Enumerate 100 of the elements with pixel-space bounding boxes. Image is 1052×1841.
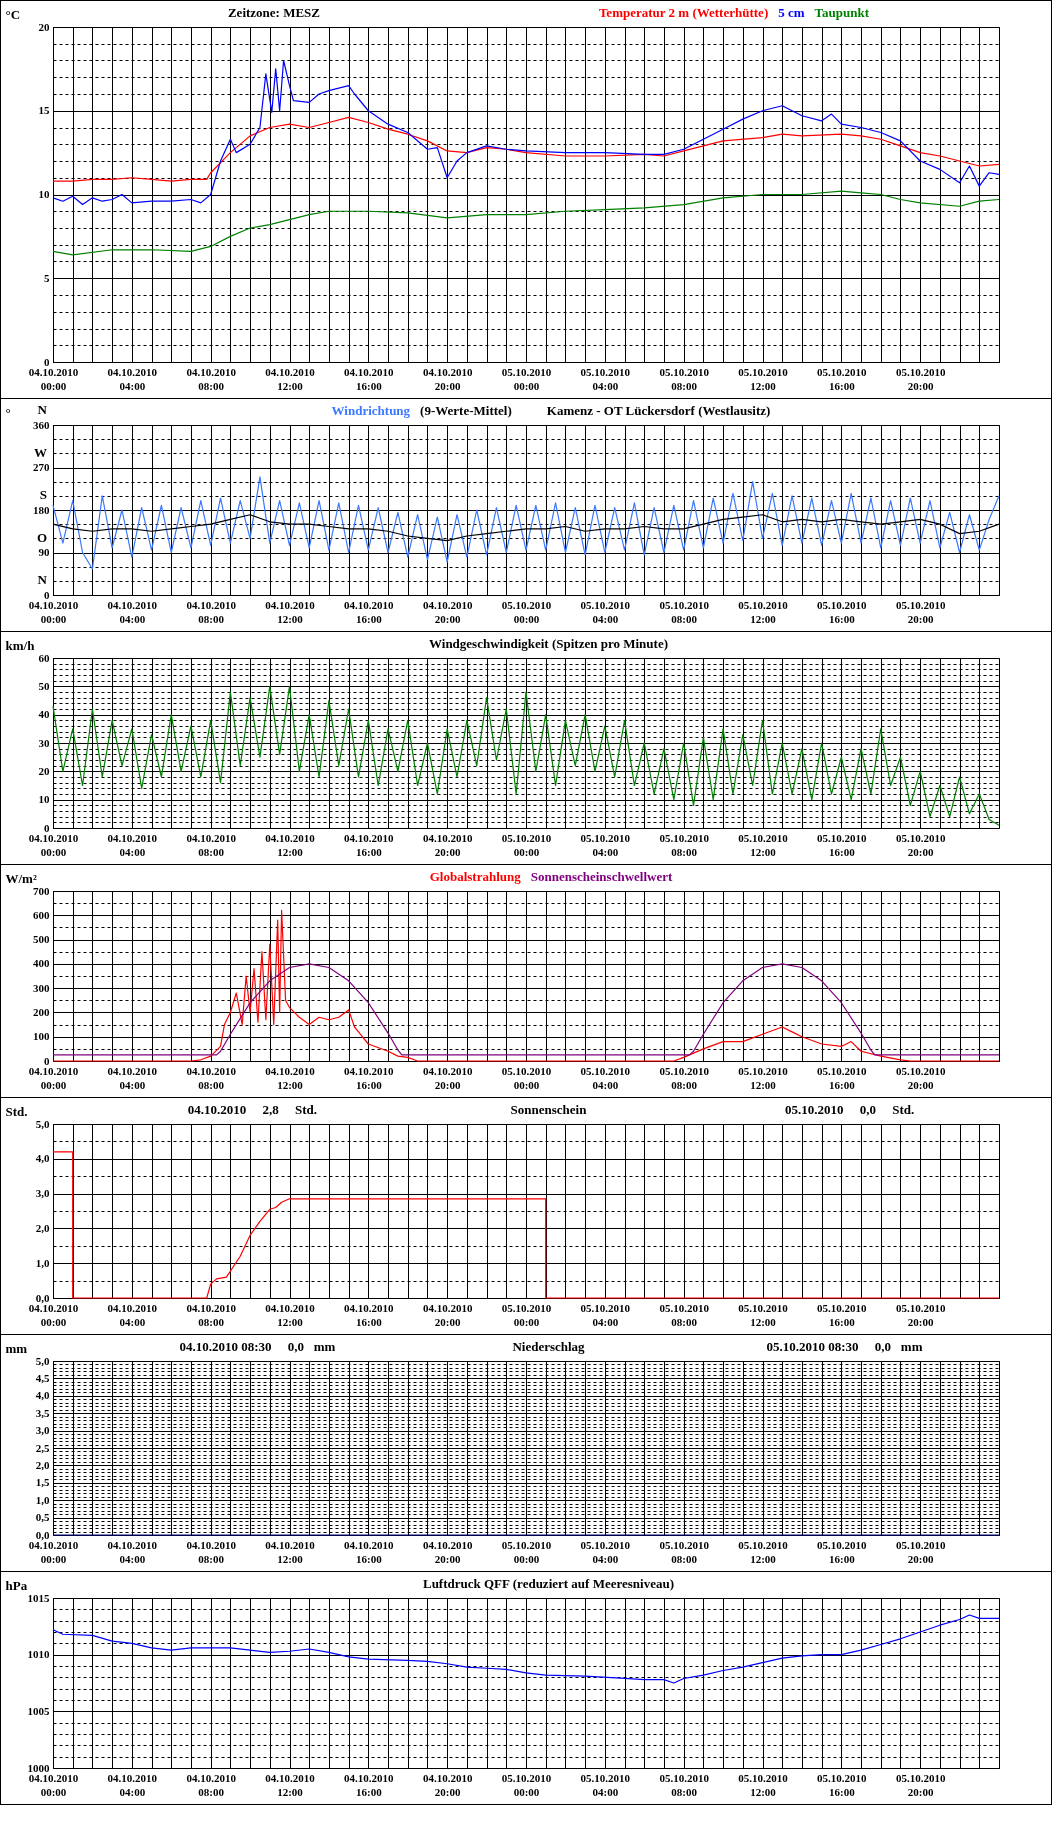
- x-tick-label: 04.10.2010 12:00: [265, 1538, 316, 1565]
- x-tick-label: 04.10.2010 12:00: [265, 365, 316, 392]
- x-tick-label: 04.10.2010 08:00: [186, 1771, 237, 1798]
- y-tick-label: 700: [33, 884, 50, 897]
- y-tick-label: 20: [38, 764, 50, 777]
- x-tick-label: 05.10.2010 12:00: [738, 1064, 789, 1091]
- x-tick-label: 05.10.2010 12:00: [738, 831, 789, 858]
- x-tick-label: 05.10.2010 16:00: [817, 365, 868, 392]
- y-tick-label: 3,0: [35, 1424, 50, 1437]
- x-tick-label: 04.10.2010 00:00: [28, 831, 79, 858]
- y-tick-label: 4,5: [35, 1371, 50, 1384]
- y-tick-label: 1015: [27, 1591, 50, 1604]
- x-tick-label: 05.10.2010 00:00: [501, 1538, 552, 1565]
- x-tick-label: 05.10.2010 08:00: [659, 1064, 710, 1091]
- y-tick-label: 50: [38, 679, 50, 692]
- x-tick-label: 04.10.2010 00:00: [28, 598, 79, 625]
- x-tick-label: 04.10.2010 20:00: [422, 831, 473, 858]
- x-tick-label: 04.10.2010 12:00: [265, 1771, 316, 1798]
- line-series: [52, 909, 1000, 1062]
- text: (9-Werte-Mittel): [420, 403, 512, 418]
- y-axis-title: °C: [5, 6, 21, 22]
- text: Taupunkt: [814, 5, 870, 20]
- text: Globalstrahlung: [429, 869, 521, 884]
- text: 5 cm: [778, 5, 805, 20]
- x-tick-label: 04.10.2010 04:00: [107, 1064, 158, 1091]
- y-tick-label: 30: [38, 736, 50, 749]
- y-axis-title: km/h: [5, 637, 36, 653]
- y-tick-label: 1,0: [35, 1256, 50, 1269]
- x-tick-label: 04.10.2010 16:00: [344, 365, 395, 392]
- y-tick-label: 0: [44, 821, 50, 834]
- y-tick-label: 5,0: [35, 1117, 50, 1130]
- x-tick-label: 04.10.2010 16:00: [344, 598, 395, 625]
- y-tick-label: 1,0: [35, 1493, 50, 1506]
- chart-title: Luftdruck QFF (reduziert auf Meeresniveau): [422, 1576, 675, 1591]
- x-tick-label: 05.10.2010 08:00: [659, 831, 710, 858]
- y-tick-label: 90: [38, 546, 50, 558]
- x-tick-label: 05.10.2010 08:00: [659, 1301, 710, 1328]
- x-tick-label: 04.10.2010 08:00: [186, 831, 237, 858]
- x-tick-label: 04.10.2010 04:00: [107, 598, 158, 625]
- x-tick-label: 05.10.2010 20:00: [895, 598, 946, 625]
- x-tick-label: 05.10.2010 00:00: [501, 1301, 552, 1328]
- y-tick-label: 1000: [27, 1761, 50, 1774]
- y-tick-label: 4,0: [35, 1152, 50, 1165]
- y-tick-label: 15: [38, 104, 50, 117]
- x-tick-label: 05.10.2010 16:00: [817, 1538, 868, 1565]
- x-tick-label: 04.10.2010 16:00: [344, 1538, 395, 1565]
- text: O: [36, 529, 47, 545]
- x-tick-label: 05.10.2010 00:00: [501, 1064, 552, 1091]
- y-axis-title: hPa: [5, 1577, 28, 1593]
- y-tick-label: 1,5: [35, 1476, 50, 1489]
- chart-title: Kamenz - OT Lückersdorf (Westlausitz): [546, 403, 771, 418]
- x-tick-label: 05.10.2010 20:00: [895, 1771, 946, 1798]
- x-tick-label: 05.10.2010 16:00: [817, 831, 868, 858]
- y-tick-label: 2,0: [35, 1458, 50, 1471]
- x-tick-label: 05.10.2010 00:00: [501, 598, 552, 625]
- x-tick-label: 04.10.2010 12:00: [265, 598, 316, 625]
- y-tick-label: 600: [33, 908, 50, 921]
- y-tick-label: 1010: [27, 1648, 50, 1661]
- x-tick-label: 05.10.2010 04:00: [580, 1301, 631, 1328]
- line-series: [52, 1151, 1000, 1299]
- x-tick-label: 05.10.2010 00:00: [501, 831, 552, 858]
- x-tick-label: 04.10.2010 04:00: [107, 1771, 158, 1798]
- x-tick-label: 04.10.2010 20:00: [422, 598, 473, 625]
- y-tick-label: 0: [44, 355, 50, 368]
- x-tick-label: 05.10.2010 20:00: [895, 1301, 946, 1328]
- y-tick-label: 10: [38, 793, 50, 806]
- x-tick-label: 04.10.2010 20:00: [422, 1301, 473, 1328]
- line-series: [52, 1614, 1000, 1684]
- y-tick-label: 180: [33, 503, 50, 516]
- x-tick-label: 05.10.2010 12:00: [738, 598, 789, 625]
- text: 04.10.2010 08:30 0,0 mm: [179, 1339, 336, 1355]
- x-tick-label: 04.10.2010 00:00: [28, 1771, 79, 1798]
- y-tick-label: 360: [33, 418, 50, 431]
- x-tick-label: 04.10.2010 04:00: [107, 365, 158, 392]
- x-tick-label: 04.10.2010 20:00: [422, 1538, 473, 1565]
- chart-title: Niederschlag: [512, 1339, 585, 1354]
- x-tick-label: 04.10.2010 08:00: [186, 598, 237, 625]
- text: Windrichtung: [331, 403, 411, 418]
- x-tick-label: 05.10.2010 12:00: [738, 1538, 789, 1565]
- x-tick-label: 05.10.2010 20:00: [895, 831, 946, 858]
- line-series: [52, 476, 1000, 570]
- x-tick-label: 05.10.2010 04:00: [580, 598, 631, 625]
- x-tick-label: 05.10.2010 00:00: [501, 1771, 552, 1798]
- text: W: [34, 444, 47, 460]
- x-tick-label: 05.10.2010 12:00: [738, 1771, 789, 1798]
- line-series: [52, 59, 1000, 206]
- text: Zeitzone: MESZ: [227, 5, 321, 21]
- text: S: [39, 487, 47, 502]
- x-tick-label: 04.10.2010 20:00: [422, 365, 473, 392]
- x-tick-label: 05.10.2010 12:00: [738, 1301, 789, 1328]
- x-tick-label: 04.10.2010 20:00: [422, 1771, 473, 1798]
- x-tick-label: 05.10.2010 08:00: [659, 1771, 710, 1798]
- y-tick-label: 60: [38, 651, 50, 664]
- x-tick-label: 04.10.2010 04:00: [107, 1301, 158, 1328]
- x-tick-label: 05.10.2010 08:00: [659, 598, 710, 625]
- y-tick-label: 0,5: [35, 1511, 50, 1524]
- y-tick-label: 20: [38, 20, 50, 33]
- x-tick-label: 04.10.2010 12:00: [265, 1064, 316, 1091]
- x-tick-label: 04.10.2010 20:00: [422, 1064, 473, 1091]
- text: 05.10.2010 08:30 0,0 mm: [766, 1339, 923, 1355]
